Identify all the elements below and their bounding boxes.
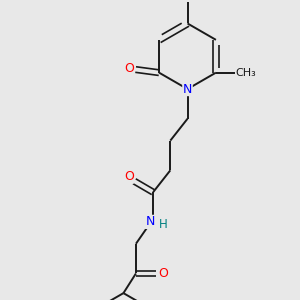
Text: H: H <box>159 218 167 231</box>
Text: CH₃: CH₃ <box>236 68 256 78</box>
Text: N: N <box>145 215 155 228</box>
Text: O: O <box>124 62 134 75</box>
Text: O: O <box>124 170 134 183</box>
Text: O: O <box>158 267 168 280</box>
Text: N: N <box>183 82 192 96</box>
